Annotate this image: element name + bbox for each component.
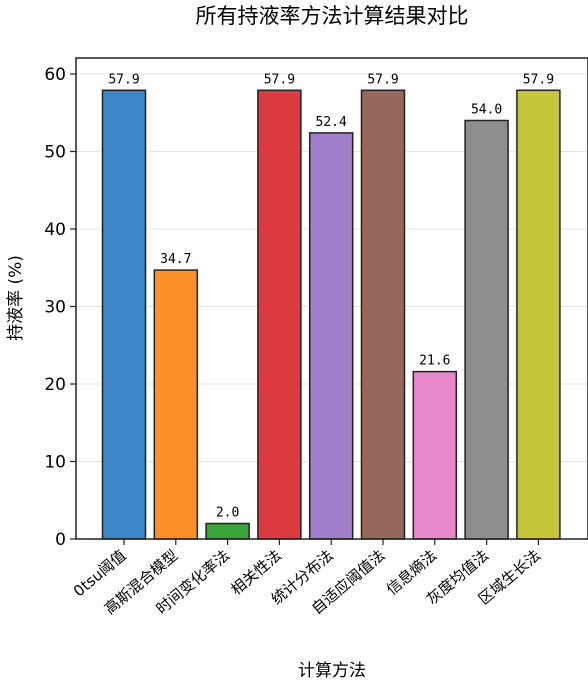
value-labels: 57.9 34.7 2.0 57.9 52.4 57.9 21.6 54.0 57.9: [108, 72, 554, 520]
bars: [101, 89, 561, 540]
bar: [516, 89, 561, 540]
value-label: 54.0: [471, 103, 502, 118]
value-label: 57.9: [108, 72, 139, 87]
y-tick-label: 10: [44, 453, 66, 473]
value-label: 34.7: [160, 252, 191, 267]
y-tick-label: 50: [44, 143, 66, 163]
value-label: 57.9: [523, 72, 554, 87]
value-label: 52.4: [316, 115, 347, 130]
x-axis-ticks: 0tsu阈值高斯混合模型时间变化率法相关性法统计分布法自适应阈值法信息熵法灰度均…: [70, 539, 544, 618]
y-axis-ticks: 0 10 20 30 40 50 60: [44, 65, 76, 550]
y-tick-label: 30: [44, 298, 66, 318]
y-tick-label: 40: [44, 220, 66, 240]
value-label: 2.0: [216, 506, 239, 521]
y-tick-label: 60: [44, 65, 66, 85]
value-label: 21.6: [419, 354, 450, 369]
bar: [464, 119, 509, 540]
value-label: 57.9: [367, 72, 398, 87]
bar: [308, 132, 354, 540]
bar: [153, 269, 199, 540]
bar: [257, 89, 302, 540]
bar: [412, 370, 458, 540]
y-tick-label: 20: [44, 375, 66, 395]
bar: [360, 89, 406, 540]
x-axis-label: 计算方法: [298, 661, 366, 681]
value-label: 57.9: [264, 72, 295, 87]
chart-title: 所有持液率方法计算结果对比: [196, 4, 469, 28]
y-axis-label: 持液率 (%): [6, 255, 26, 341]
bar: [101, 89, 147, 540]
bar: [205, 522, 250, 540]
y-tick-label: 0: [55, 530, 66, 550]
plot-frame: [75, 57, 588, 540]
